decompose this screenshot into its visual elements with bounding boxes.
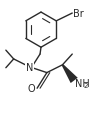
Text: Br: Br (73, 9, 84, 19)
Polygon shape (62, 65, 78, 83)
Text: 2: 2 (84, 83, 88, 88)
Text: N: N (26, 62, 33, 72)
Text: NH: NH (75, 79, 90, 89)
Text: O: O (28, 84, 35, 93)
